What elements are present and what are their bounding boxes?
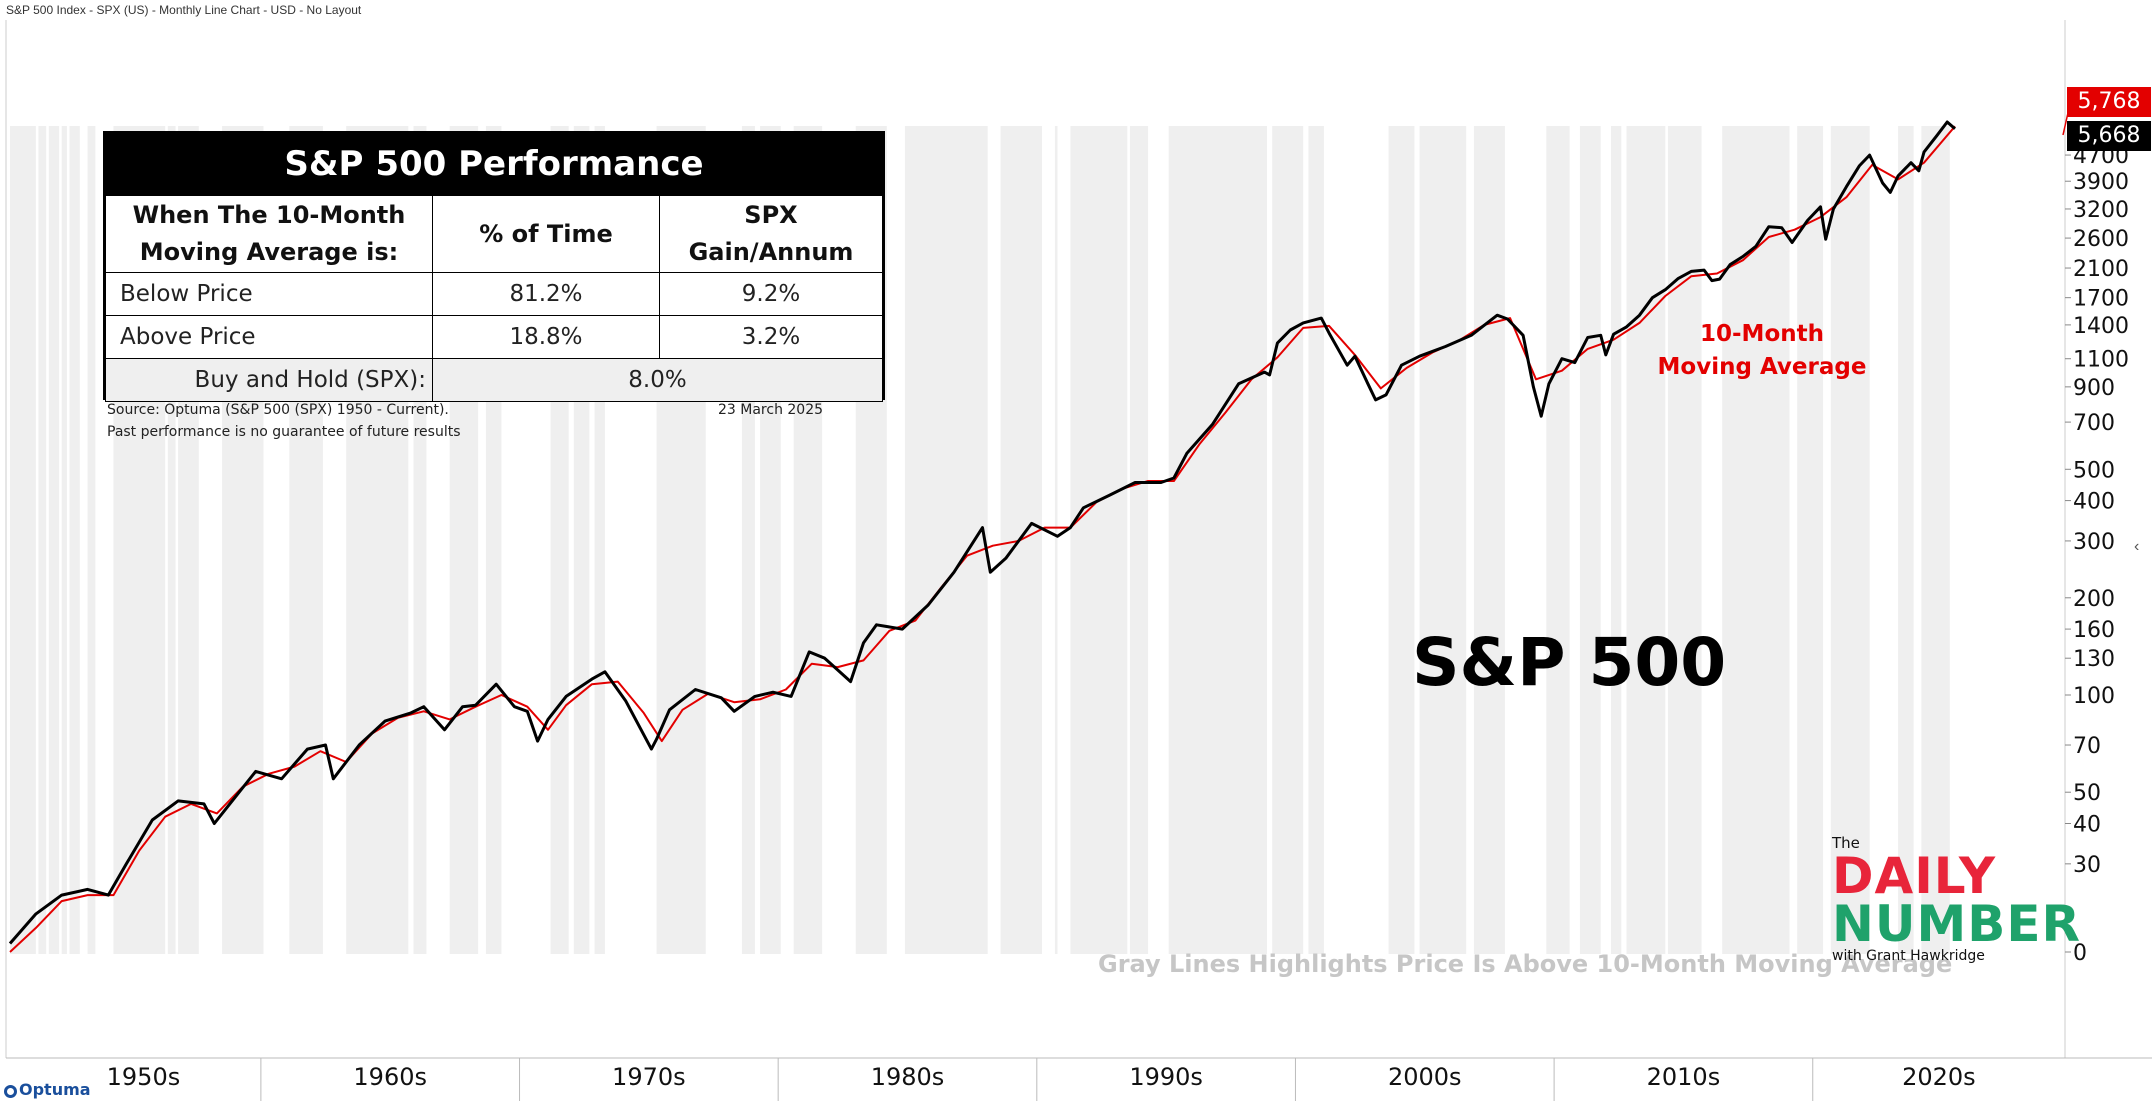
x-tick-label: 2020s [1902,1063,1976,1091]
y-tick-label: 1400 [2073,314,2129,339]
row-label: Above Price [105,315,433,359]
ma-annotation: 10-Month Moving Average [1657,321,1867,380]
disclaimer-note: Past performance is no guarantee of futu… [107,424,461,440]
optuma-logo-text: Optuma [19,1080,91,1099]
above-ma-band [1667,126,1702,954]
above-ma-band [594,126,605,954]
logo-byline: with Grant Hawkridge [1832,948,1985,964]
chart-big-title: S&P 500 [1412,624,1727,701]
above-ma-band [61,126,67,954]
y-tick-label: 700 [2073,411,2115,436]
above-ma-band [1070,126,1128,954]
x-tick-label: 1950s [107,1063,181,1091]
row-label: Below Price [105,272,433,316]
y-tick-label: 3200 [2073,198,2129,223]
above-ma-band [1830,126,1870,954]
performance-table: S&P 500 Performance When The 10-Month Mo… [103,131,885,402]
above-ma-band [1129,126,1149,954]
above-ma-band [10,126,36,954]
above-ma-band [1473,126,1505,954]
ma-line [9,125,1956,953]
y-tick-label: 200 [2073,587,2115,612]
y-tick-label: 50 [2073,781,2101,806]
above-ma-band [1921,126,1950,954]
price-last-value-badge: 5,668 [2067,121,2151,151]
y-tick-label: 900 [2073,376,2115,401]
above-ma-band [1579,126,1601,954]
above-ma-band [1546,126,1570,954]
header-pct-time: % of Time [432,195,660,273]
above-ma-band [1168,126,1268,954]
x-axis: 1950s 1960s 1970s 1980s 1990s 2000s 2010s 2020s [107,1058,1976,1101]
above-ma-band [1388,126,1415,954]
y-tick-label: 100 [2073,684,2115,709]
y-tick-label: 500 [2073,458,2115,483]
y-tick-label: 160 [2073,618,2115,643]
above-ma-band [1722,126,1790,954]
x-tick-label: 1970s [612,1063,686,1091]
logo-daily: DAILY [1832,847,1997,905]
row-gain: 9.2% [659,272,883,316]
daily-number-logo: The DAILY NUMBER with Grant Hawkridge [1832,834,2081,964]
row-pct-time: 81.2% [432,272,660,316]
above-ma-band [87,126,96,954]
header-ma-condition: When The 10-Month Moving Average is: [105,195,433,273]
y-tick-label: 130 [2073,647,2115,672]
row-gain: 3.2% [659,315,883,359]
above-ma-band [1054,126,1058,954]
y-tick-label: 30 [2073,853,2101,878]
x-tick-label: 2000s [1388,1063,1462,1091]
y-tick-label: 2100 [2073,257,2129,282]
collapse-arrow-icon[interactable]: ‹ [2134,538,2140,555]
y-tick-label: 1100 [2073,348,2129,373]
y-tick-label: 3900 [2073,170,2129,195]
y-tick-label: 2600 [2073,227,2129,252]
above-ma-band [69,126,80,954]
above-ma-band [1898,126,1914,954]
bands-footnote: Gray Lines Highlights Price Is Above 10-… [1098,950,1953,978]
above-ma-band [48,126,60,954]
y-tick-label: 0 [2073,941,2087,966]
above-ma-band [1626,126,1666,954]
x-tick-label: 1960s [353,1063,427,1091]
optuma-o-icon [4,1085,17,1098]
above-ma-band [1308,126,1324,954]
above-ma-band [1611,126,1622,954]
x-tick-label: 2010s [1647,1063,1721,1091]
above-ma-band [1419,126,1467,954]
price-line [8,120,1956,945]
ma-last-value-badge: 5,768 [2067,87,2151,117]
y-tick-label: 40 [2073,812,2101,837]
logo-the: The [1832,834,1860,852]
row-pct-time: 18.8% [432,315,660,359]
y-tick-label: 400 [2073,490,2115,515]
chart-header: S&P 500 Index - SPX (US) - Monthly Line … [6,3,362,17]
above-ma-band [167,126,176,954]
x-tick-label: 1990s [1129,1063,1203,1091]
optuma-logo: Optuma [4,1080,91,1099]
buy-hold-value: 8.0% [432,358,883,402]
performance-table-title: S&P 500 Performance [105,133,883,195]
series-lines [8,120,1956,953]
date-note: 23 March 2025 [718,402,824,418]
above-ma-band [38,126,47,954]
above-ma-band [1272,126,1304,954]
logo-number: NUMBER [1832,895,2081,953]
y-tick-label: 300 [2073,530,2115,555]
x-tick-label: 1980s [871,1063,945,1091]
header-gain: SPX Gain/Annum [659,195,883,273]
above-ma-band [1797,126,1824,954]
source-note: Source: Optuma (S&P 500 (SPX) 1950 - Cur… [107,402,449,418]
y-tick-label: 70 [2073,734,2101,759]
buy-hold-label: Buy and Hold (SPX): [105,358,433,402]
y-tick-label: 1700 [2073,287,2129,312]
